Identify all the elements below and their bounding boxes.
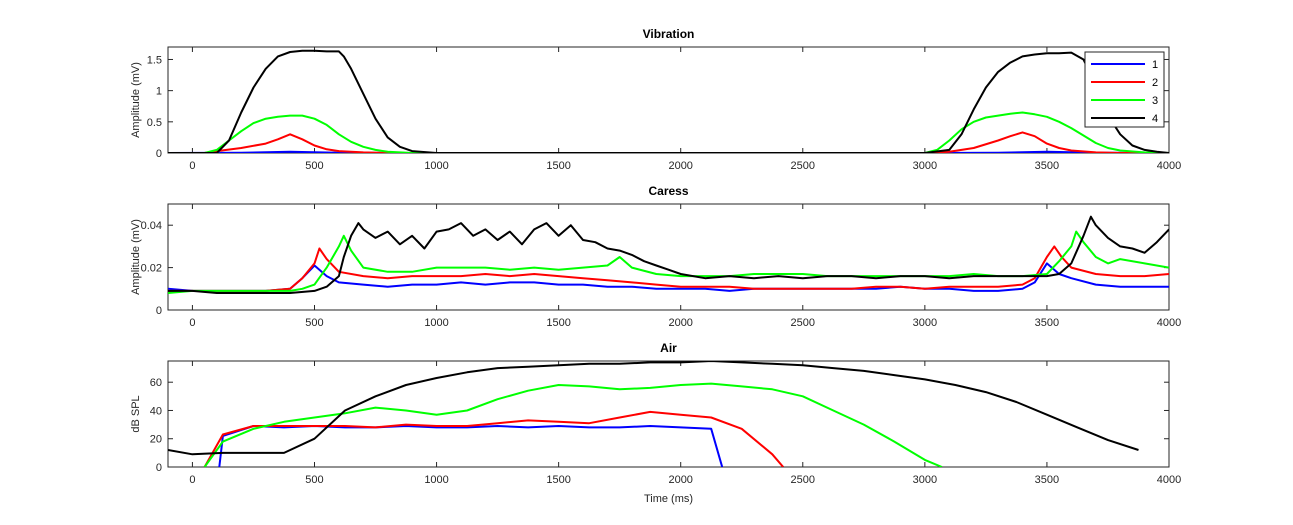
caress-xtick-label: 3500 (1035, 317, 1059, 329)
air-series-4-line (168, 361, 1139, 456)
air-ytick-label: 20 (150, 434, 162, 446)
air-series-3-line (203, 382, 943, 467)
caress-axes-box (167, 203, 1170, 311)
caress-series-1-line (168, 262, 1169, 292)
caress-series-group (168, 215, 1169, 294)
air-ytick-label: 40 (150, 405, 162, 417)
legend-label-2: 2 (1152, 77, 1158, 89)
air-xlabel: Time (ms) (644, 493, 693, 505)
air-xtick-label: 3000 (913, 474, 937, 486)
vibration-xtick-label: 0 (189, 160, 195, 172)
air-panel: Air 0 500 1000 1500 2000 2500 3000 3500 4000 0 20 40… (130, 341, 1181, 505)
air-series-group (168, 361, 1139, 467)
caress-ytick-label: 0.02 (141, 263, 162, 275)
air-ytick-label: 0 (156, 462, 162, 474)
caress-xtick-label: 4000 (1157, 317, 1181, 329)
vibration-title: Vibration (643, 27, 695, 41)
air-xtick-label: 1500 (546, 474, 570, 486)
air-xtick-label: 4000 (1157, 474, 1181, 486)
air-series-1-line (218, 425, 724, 467)
caress-xtick-label: 2000 (668, 317, 692, 329)
air-xtick-label: 3500 (1035, 474, 1059, 486)
caress-series-3-line (168, 230, 1169, 294)
vibration-series-3-line (168, 111, 1169, 153)
air-series-2-line (203, 410, 784, 467)
caress-xtick-label: 1000 (424, 317, 448, 329)
caress-xtick-label: 500 (305, 317, 323, 329)
air-title: Air (660, 341, 677, 355)
air-xtick-label: 1000 (424, 474, 448, 486)
caress-title: Caress (648, 184, 688, 198)
vibration-ytick-label: 0.5 (147, 117, 162, 129)
legend-label-3: 3 (1152, 95, 1158, 107)
caress-ytick-label: 0.04 (141, 220, 162, 232)
caress-ylabel: Amplitude (mV) (130, 219, 142, 295)
air-xtick-label: 2000 (668, 474, 692, 486)
vibration-ytick-label: 0 (156, 148, 162, 160)
air-axes-box (167, 360, 1170, 468)
caress-ytick-label: 0 (156, 305, 162, 317)
vibration-xtick-label: 2000 (668, 160, 692, 172)
air-ylabel: dB SPL (130, 395, 142, 432)
caress-xtick-label: 0 (189, 317, 195, 329)
vibration-ytick-label: 1 (156, 86, 162, 98)
legend: 1 2 3 4 (1084, 51, 1165, 128)
legend-label-4: 4 (1152, 113, 1158, 125)
vibration-ytick-label: 1.5 (147, 54, 162, 66)
caress-panel: Caress 0 500 1000 1500 2000 2500 3000 3500 4000 0 0… (130, 184, 1181, 329)
air-xtick-label: 0 (189, 474, 195, 486)
air-xtick-label: 500 (305, 474, 323, 486)
vibration-xtick-label: 4000 (1157, 160, 1181, 172)
caress-series-4-line (168, 215, 1169, 294)
vibration-xtick-label: 3500 (1035, 160, 1059, 172)
vibration-xtick-label: 3000 (913, 160, 937, 172)
air-xtick-label: 2500 (791, 474, 815, 486)
vibration-series-4-line (168, 49, 1169, 153)
air-ytick-label: 60 (150, 377, 162, 389)
caress-xtick-label: 2500 (791, 317, 815, 329)
legend-label-1: 1 (1152, 59, 1158, 71)
vibration-axes-box (167, 46, 1170, 154)
vibration-series-2-line (168, 131, 1169, 153)
vibration-series-1-line (168, 150, 1169, 153)
vibration-xtick-label: 2500 (791, 160, 815, 172)
vibration-series-group (168, 49, 1169, 153)
vibration-xtick-label: 500 (305, 160, 323, 172)
vibration-xtick-label: 1000 (424, 160, 448, 172)
caress-xtick-label: 3000 (913, 317, 937, 329)
vibration-xtick-label: 1500 (546, 160, 570, 172)
caress-xtick-label: 1500 (546, 317, 570, 329)
vibration-ylabel: Amplitude (mV) (130, 62, 142, 138)
